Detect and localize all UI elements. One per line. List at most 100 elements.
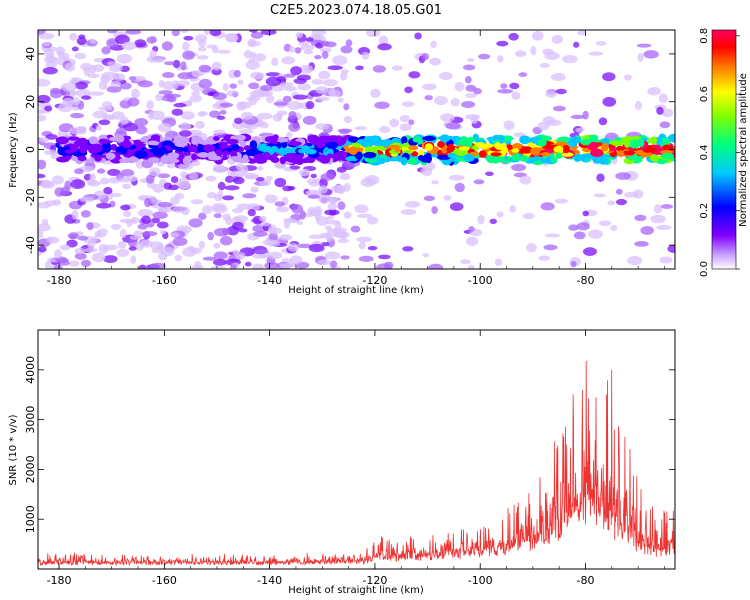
heatmap-noise-cell (379, 125, 391, 134)
heatmap-noise-cell (358, 255, 374, 262)
heatmap-noise-cell (70, 112, 85, 119)
heatmap-ytick-label: -20 (24, 188, 37, 206)
heatmap-noise-cell (422, 253, 430, 258)
snr-xtick-label: -180 (47, 574, 72, 587)
colorbar-label: Normalized spectral amplitude (738, 73, 749, 227)
heatmap-noise-cell (183, 35, 194, 41)
heatmap-noise-cell (286, 131, 293, 138)
heatmap-noise-cell (38, 78, 51, 87)
heatmap-band-cell (292, 157, 301, 164)
snr-ytick-label: 2000 (24, 455, 37, 483)
heatmap-band-cell (326, 141, 338, 149)
heatmap-band-cell (279, 156, 286, 165)
heatmap-noise-cell (467, 264, 475, 269)
heatmap-noise-cell (103, 255, 118, 263)
heatmap-noise-cell (477, 214, 485, 225)
heatmap-noise-cell (237, 79, 244, 86)
heatmap-band-cell (388, 156, 399, 162)
heatmap-noise-cell (247, 208, 256, 217)
heatmap-noise-cell (660, 204, 674, 209)
heatmap-noise-cell (340, 232, 347, 241)
heatmap-band-cell (400, 157, 408, 166)
heatmap-noise-cell (49, 89, 63, 99)
heatmap-noise-cell (443, 194, 452, 201)
heatmap-noise-cell (340, 45, 353, 54)
heatmap-noise-cell (330, 184, 347, 194)
heatmap-noise-cell (195, 120, 205, 129)
heatmap-noise-cell (366, 30, 381, 38)
heatmap-noise-cell (138, 264, 147, 269)
heatmap-noise-cell (295, 31, 303, 39)
heatmap-noise-cell (518, 72, 528, 77)
heatmap-noise-cell (526, 243, 537, 253)
heatmap-noise-cell (554, 198, 568, 204)
heatmap-noise-cell (570, 114, 585, 120)
heatmap-band-cell (557, 136, 570, 143)
heatmap-noise-cell (464, 93, 477, 98)
heatmap-noise-cell (211, 61, 222, 71)
heatmap-band-cell (519, 135, 531, 145)
heatmap-noise-cell (343, 211, 352, 219)
heatmap-noise-cell (92, 110, 108, 119)
heatmap-band-cell (601, 142, 609, 152)
heatmap-noise-cell (324, 225, 333, 231)
heatmap-band-cell (394, 147, 401, 153)
heatmap-noise-cell (389, 118, 400, 128)
heatmap-band-cell (550, 157, 558, 163)
heatmap-noise-cell (180, 61, 187, 71)
heatmap-band-cell (425, 152, 432, 159)
heatmap-noise-cell (465, 114, 480, 120)
heatmap-band-cell (262, 151, 271, 161)
heatmap-noise-cell (276, 110, 288, 116)
heatmap-band-cell (194, 136, 203, 144)
snr-ytick-label: 4000 (24, 356, 37, 384)
heatmap-band-cell (492, 156, 506, 163)
heatmap-band-cell (85, 158, 96, 164)
heatmap-noise-cell (321, 50, 329, 59)
colorbar-tick-label: 0.8 (699, 28, 710, 44)
heatmap-noise-cell (57, 260, 70, 266)
figure-title: C2E5.2023.074.18.05.G01 (270, 3, 442, 18)
heatmap-noise-cell (595, 41, 607, 46)
heatmap-band-cell (226, 138, 239, 145)
heatmap-noise-cell (122, 210, 132, 218)
heatmap-band-cell (80, 143, 90, 151)
heatmap-noise-cell (203, 30, 211, 36)
heatmap-noise-cell (125, 30, 142, 35)
heatmap-noise-cell (53, 264, 63, 269)
heatmap-noise-cell (128, 76, 137, 81)
heatmap-noise-cell (562, 54, 578, 64)
heatmap-noise-cell (210, 265, 226, 269)
heatmap-noise-cell (450, 97, 460, 107)
heatmap-noise-cell (74, 81, 88, 90)
heatmap-noise-cell (158, 207, 168, 213)
heatmap-noise-cell (531, 30, 544, 41)
heatmap-noise-cell (38, 32, 55, 40)
heatmap-noise-cell (267, 251, 283, 260)
heatmap-noise-cell (656, 106, 664, 115)
heatmap-band-cell (478, 150, 487, 158)
heatmap-noise-cell (465, 84, 477, 92)
heatmap-band-cell (408, 145, 419, 151)
heatmap-noise-cell (137, 208, 154, 218)
heatmap-noise-cell (141, 215, 151, 224)
heatmap-noise-cell (206, 44, 218, 49)
heatmap-noise-cell (179, 122, 191, 132)
heatmap-band-cell (64, 149, 74, 154)
heatmap-noise-cell (289, 165, 301, 170)
heatmap-noise-cell (615, 188, 623, 195)
colorbar-tick-label: 0.2 (699, 203, 710, 219)
heatmap-noise-cell (160, 246, 175, 257)
heatmap-noise-cell (166, 163, 176, 169)
heatmap-noise-cell (171, 206, 187, 213)
heatmap-noise-cell (544, 233, 561, 238)
heatmap-noise-cell (69, 234, 77, 239)
heatmap-noise-cell (274, 177, 287, 188)
heatmap-noise-cell (256, 112, 273, 120)
heatmap-noise-cell (250, 71, 265, 80)
heatmap-noise-cell (294, 47, 302, 54)
heatmap-noise-cell (69, 32, 78, 41)
heatmap-noise-cell (158, 90, 173, 95)
heatmap-noise-cell (252, 53, 267, 62)
heatmap-noise-cell (217, 49, 231, 54)
